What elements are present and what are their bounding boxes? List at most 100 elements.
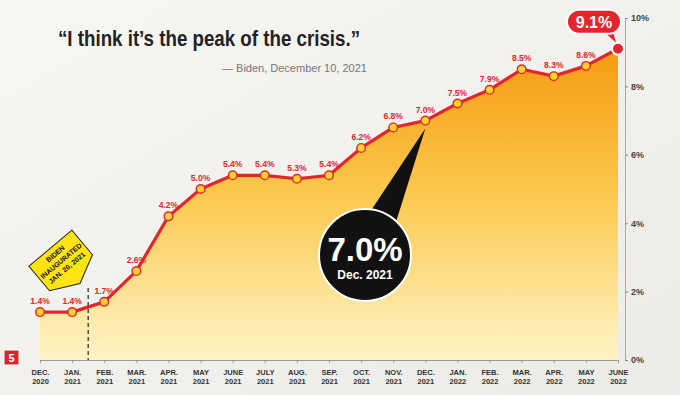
x-tick: JUNE2021 [223,360,243,386]
background [0,0,680,395]
x-tick-label: JUNE2022 [608,368,628,386]
x-tick: OCT.2021 [353,360,370,386]
x-tick-label: SEP.2021 [321,368,338,386]
x-tick-mark [586,360,587,363]
x-tick-label-line: 2021 [161,377,178,386]
callout: 7.0%Dec. 2021 [319,129,425,301]
x-tick-mark [393,360,394,363]
point [164,212,173,221]
x-axis-line [41,361,619,364]
x-tick: DEC.2020 [32,360,50,386]
x-tick-mark [329,360,330,363]
x-tick-label: NOV.2021 [385,368,403,386]
y-axis-line [626,19,629,361]
x-tick-label-line: 2021 [96,377,113,386]
point [260,171,269,180]
data-label: 7.5% [448,88,468,98]
y-tick-mark [625,292,628,293]
point [582,62,591,71]
data-label: 5.3% [287,163,307,173]
point [68,308,77,317]
data-label: 5.4% [255,159,275,169]
badge-box [4,350,19,365]
last-value-bubble: 9.1% [567,10,621,43]
callout-date: Dec. 2021 [337,268,393,282]
x-tick-label-line: 2022 [546,377,563,386]
point [196,185,205,194]
x-tick-label-line: 2021 [128,377,145,386]
x-tick-mark [457,360,458,363]
x-tick-label: APR.2021 [160,368,178,386]
data-label: 8.3% [544,60,564,70]
x-tick-label: JAN.2021 [64,368,81,386]
y-axis: 0%2%4%6%8%10% [625,13,649,365]
badge-text: 5 [8,352,14,364]
x-tick: FEB.2022 [482,360,499,386]
data-label: 6.8% [384,111,404,121]
y-tick: 2% [625,287,644,297]
point [228,171,237,180]
x-axis: DEC.2020 JAN.2021 FEB.2021 MAR.2021 APR.2021… [32,360,629,386]
y-tick-label: 8% [631,82,644,92]
x-tick: MAY2022 [578,360,595,386]
y-tick-mark [625,360,628,361]
x-tick-label-line: 2022 [514,377,531,386]
x-tick-label-line: 2021 [64,377,81,386]
x-tick-label-line: 2020 [32,377,49,386]
x-tick-label: MAR.2022 [513,368,532,386]
x-tick-label-line: 2021 [417,377,434,386]
x-tick-label-line: 2022 [578,377,595,386]
x-tick-mark [136,360,137,363]
x-tick-label-line: 2022 [482,377,499,386]
x-tick-label: FEB.2021 [96,368,113,386]
x-tick-mark [265,360,266,363]
x-tick: MAR.2022 [513,360,532,386]
area [40,49,618,360]
x-tick-mark [361,360,362,363]
x-tick-label-line: 2022 [450,377,467,386]
x-tick-mark [297,360,298,363]
x-tick-mark [522,360,523,363]
callout-circle [319,209,411,301]
x-tick: NOV.2021 [385,360,403,386]
x-tick-mark [168,360,169,363]
x-tick: JAN.2022 [449,360,466,386]
title: “I think it’s the peak of the crisis.” [58,26,360,51]
y-tick: 6% [625,150,644,160]
data-label: 5.0% [191,173,211,183]
x-tick: APR.2022 [545,360,563,386]
point [36,308,45,317]
x-tick: JUNE2022 [608,360,628,386]
plot-area [36,43,624,360]
x-tick-label: APR.2022 [545,368,563,386]
y-tick-label: 10% [631,13,649,23]
x-tick: MAY2021 [193,360,210,386]
data-label: 7.0% [416,105,436,115]
x-tick-mark [233,360,234,363]
x-tick-mark [490,360,491,363]
x-tick-label: MAY2022 [578,368,595,386]
x-tick-label-line: 2022 [610,377,627,386]
data-label: 1.4% [62,296,82,306]
x-tick-label: FEB.2022 [482,368,499,386]
x-tick-label: JULY2021 [256,368,274,386]
x-tick-mark [618,360,619,363]
data-label: 9.1% [576,14,612,31]
x-tick-mark [201,360,202,363]
callout-tail [372,129,426,222]
point [421,116,430,125]
x-tick-label: MAR.2021 [127,368,146,386]
x-tick-mark [72,360,73,363]
x-tick: FEB.2021 [96,360,113,386]
point [100,298,109,307]
x-tick-mark [40,360,41,363]
y-tick: 10% [625,13,649,23]
x-tick-label: AUG.2021 [288,368,307,386]
x-tick-label-line: 2021 [193,377,210,386]
data-label: 8.6% [576,50,596,60]
x-tick: AUG.2021 [288,360,307,386]
line [40,49,618,312]
chart: DEC.2020 JAN.2021 FEB.2021 MAR.2021 APR.2021… [0,0,680,395]
y-tick-mark [625,223,628,224]
data-label: 8.5% [512,53,532,63]
